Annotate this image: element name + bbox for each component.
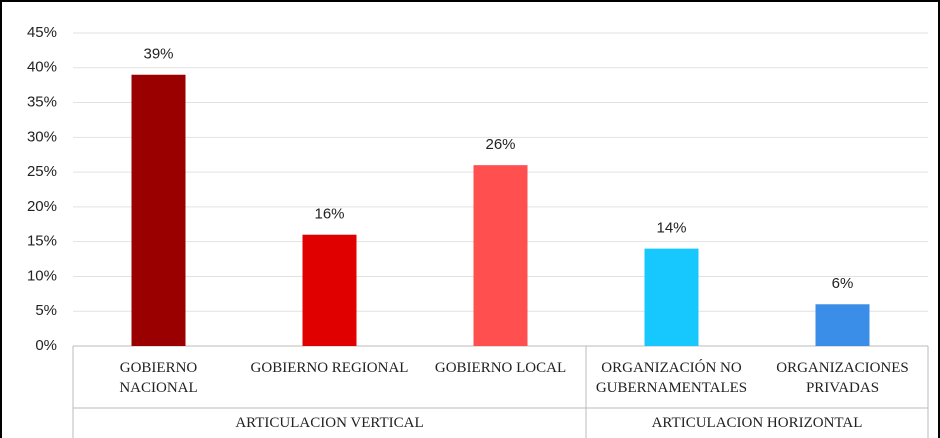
bar <box>815 304 870 346</box>
group-label: ARTICULACION VERTICAL <box>235 415 424 431</box>
bar <box>302 234 357 346</box>
x-tick-label: GOBIERNO LOCAL <box>434 360 567 376</box>
group-label: ARTICULACION HORIZONTAL <box>651 415 863 431</box>
y-tick-label: 15% <box>27 233 57 250</box>
data-label: 39% <box>143 46 173 63</box>
y-tick-label: 0% <box>35 337 57 354</box>
y-tick-label: 35% <box>27 94 57 111</box>
bar <box>473 165 528 346</box>
x-tick-label: ORGANIZACIONES PRIVADAS <box>776 360 909 396</box>
y-tick-label: 25% <box>27 163 57 180</box>
data-label: 6% <box>832 275 854 292</box>
x-tick-label: GOBIERNO REGIONAL <box>250 360 409 376</box>
data-label: 16% <box>314 206 344 223</box>
y-tick-label: 10% <box>27 267 57 284</box>
x-tick-label: GOBIERNO NACIONAL <box>119 360 198 396</box>
x-tick-label: ORGANIZACIÓN NO GUBERNAMENTALES <box>595 360 748 396</box>
bar <box>131 74 186 346</box>
y-tick-label: 5% <box>35 302 57 319</box>
y-tick-label: 20% <box>27 198 57 215</box>
y-tick-label: 45% <box>27 24 57 41</box>
y-tick-label: 30% <box>27 128 57 145</box>
data-label: 26% <box>485 136 515 153</box>
data-label: 14% <box>656 220 686 237</box>
bar <box>644 248 699 346</box>
y-tick-label: 40% <box>27 59 57 76</box>
